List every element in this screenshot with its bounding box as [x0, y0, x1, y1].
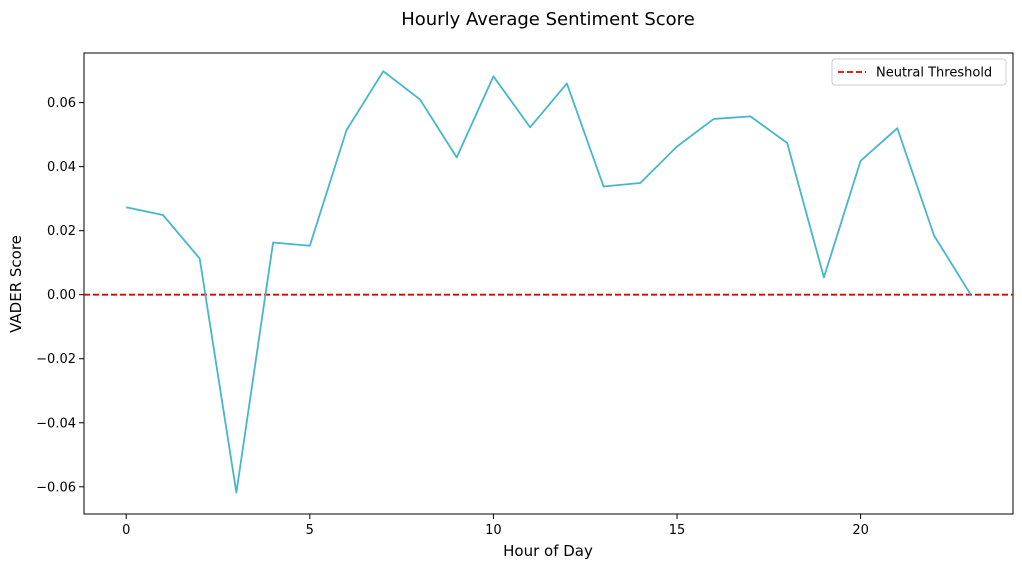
legend-label-neutral-threshold: Neutral Threshold — [876, 66, 992, 81]
x-tick-label: 5 — [306, 523, 314, 538]
plot-frame — [83, 52, 1014, 515]
y-axis-title: VADER Score — [7, 235, 25, 333]
y-tick-label: −0.02 — [36, 352, 76, 367]
sentiment-series-line — [126, 70, 972, 494]
x-tick-label: 10 — [485, 523, 502, 538]
x-tick-label: 20 — [852, 523, 869, 538]
y-tick-label: 0.04 — [47, 160, 76, 175]
y-tick-label: 0.02 — [47, 224, 76, 239]
plot-area — [83, 52, 1014, 515]
y-tick-label: −0.06 — [36, 480, 76, 495]
legend-frame — [831, 58, 1007, 86]
legend: Neutral Threshold — [831, 58, 1007, 86]
y-tick-label: −0.04 — [36, 416, 76, 431]
x-axis-title: Hour of Day — [503, 542, 593, 560]
x-axis: 0 5 10 15 20 — [122, 514, 869, 538]
x-tick-label: 0 — [122, 523, 130, 538]
y-tick-label: 0.06 — [47, 96, 76, 111]
x-tick-label: 15 — [669, 523, 686, 538]
y-axis: −0.06 −0.04 −0.02 0.00 0.02 0.04 0.06 — [36, 96, 84, 495]
chart-title: Hourly Average Sentiment Score — [401, 9, 695, 30]
y-tick-label: 0.00 — [47, 288, 76, 303]
